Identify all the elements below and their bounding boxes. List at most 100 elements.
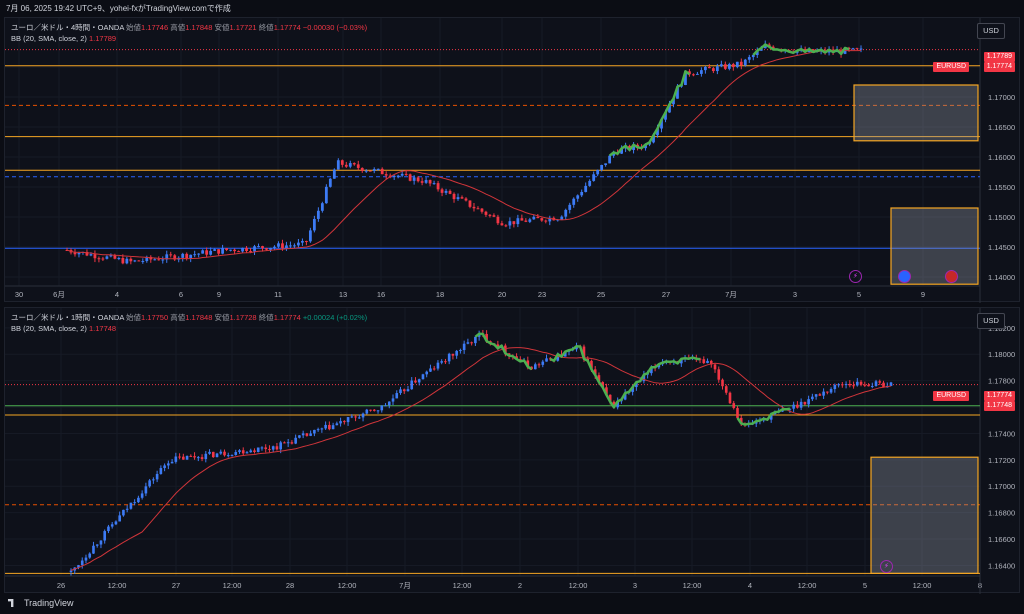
- candle-body: [485, 333, 488, 342]
- candle-body: [368, 170, 372, 172]
- candle-body: [225, 248, 228, 250]
- candle-body: [369, 409, 372, 411]
- y-tick-label: 1.15500: [988, 183, 1015, 192]
- candle-body: [706, 360, 709, 364]
- y-tick-label: 1.17000: [988, 482, 1015, 491]
- chart-pane-4h[interactable]: 1.175001.170001.165001.160001.155001.150…: [4, 17, 1021, 303]
- currency-button[interactable]: USD: [977, 23, 1005, 39]
- candle-body: [309, 433, 312, 436]
- candle-body: [822, 391, 825, 396]
- currency-button[interactable]: USD: [977, 313, 1005, 329]
- lightning-icon[interactable]: ⚡: [849, 270, 862, 283]
- symbol-tag: EURUSD: [933, 391, 969, 401]
- candle-body: [88, 553, 92, 558]
- candle-body: [676, 86, 679, 99]
- candle-body: [308, 230, 312, 242]
- candle-body: [226, 455, 230, 457]
- candle-body: [223, 451, 226, 456]
- candle-body: [588, 180, 592, 186]
- x-tick-label: 12:00: [108, 581, 127, 590]
- candle-body: [335, 423, 339, 426]
- candle-body: [109, 255, 113, 257]
- candle-body: [275, 446, 279, 450]
- candle-body: [504, 225, 508, 227]
- candle-body: [178, 456, 181, 458]
- candle-body: [696, 73, 699, 75]
- y-tick-label: 1.17200: [988, 456, 1015, 465]
- candle-body: [281, 243, 284, 249]
- candle-body: [141, 261, 145, 263]
- candle-body: [173, 255, 177, 260]
- candle-body: [451, 353, 455, 356]
- candle-body: [668, 104, 671, 113]
- candle-body: [384, 405, 387, 407]
- candle-body: [356, 164, 360, 168]
- x-tick-label: 16: [377, 290, 385, 299]
- candle-body: [260, 447, 264, 449]
- candle-body: [500, 223, 504, 226]
- candle-body: [193, 254, 197, 256]
- candle-body: [474, 336, 477, 344]
- candle-body: [313, 429, 316, 434]
- candle-body: [769, 414, 773, 420]
- legend-ohlc: ユーロ／米ドル・4時間・OANDA 始値1.17746 高値1.17848 安値…: [11, 23, 368, 32]
- chart-canvas-4h[interactable]: 1.175001.170001.165001.160001.155001.150…: [5, 18, 1021, 303]
- candle-body: [312, 218, 316, 231]
- candle-body: [103, 531, 107, 541]
- candle-body: [532, 216, 536, 220]
- tradingview-logo[interactable]: TradingView: [8, 598, 74, 608]
- candle-body: [80, 560, 84, 566]
- candle-body: [283, 442, 286, 444]
- x-tick-label: 27: [172, 581, 180, 590]
- x-tick-label: 12:00: [338, 581, 357, 590]
- candle-body: [229, 249, 232, 251]
- candle-body: [193, 456, 196, 458]
- candle-body: [273, 246, 276, 248]
- us-flag-icon[interactable]: [945, 270, 958, 283]
- candle-body: [286, 442, 290, 444]
- candle-body: [524, 220, 528, 222]
- candle-body: [703, 66, 707, 71]
- candle-body: [851, 48, 855, 50]
- candle-body: [867, 384, 870, 387]
- x-tick-label: 28: [286, 581, 294, 590]
- x-tick-label: 18: [436, 290, 444, 299]
- candle-body: [137, 260, 141, 262]
- candle-body: [340, 160, 344, 165]
- candle-body: [137, 497, 140, 503]
- candle-body: [261, 246, 264, 249]
- footer: TradingView: [0, 594, 1024, 614]
- eu-flag-icon[interactable]: [898, 270, 911, 283]
- candle-body: [462, 343, 466, 351]
- candle-body: [592, 174, 596, 181]
- candle-body: [348, 163, 352, 167]
- candle-body: [496, 344, 500, 349]
- candle-body: [644, 144, 647, 149]
- candle-body: [417, 379, 421, 383]
- x-tick-label: 13: [339, 290, 347, 299]
- candle-body: [293, 245, 296, 247]
- candle-body: [101, 258, 105, 260]
- candle-body: [731, 64, 735, 68]
- candle-body: [792, 404, 795, 409]
- lightning-icon[interactable]: ⚡: [880, 560, 893, 573]
- candle-body: [470, 342, 473, 344]
- x-tick-label: 23: [538, 290, 546, 299]
- candle-body: [69, 570, 73, 573]
- candle-body: [269, 247, 272, 250]
- candle-body: [332, 169, 336, 179]
- candle-body: [205, 250, 209, 255]
- candle-body: [540, 218, 544, 221]
- trend-highlight-line: [608, 70, 691, 157]
- candle-body: [631, 387, 634, 392]
- candle-body: [459, 350, 462, 352]
- candle-body: [545, 358, 548, 362]
- y-tick-label: 1.17000: [988, 93, 1015, 102]
- legend-indicator: BB (20, SMA, close, 2) 1.17789: [11, 34, 117, 43]
- chart-pane-1h[interactable]: 1.182001.180001.178001.176001.174001.172…: [4, 307, 1021, 594]
- chart-canvas-1h[interactable]: 1.182001.180001.178001.176001.174001.172…: [5, 308, 1021, 594]
- candle-body: [747, 57, 751, 60]
- symbol-tag: EURUSD: [933, 62, 969, 72]
- candle-body: [189, 254, 193, 259]
- candle-body: [448, 190, 452, 194]
